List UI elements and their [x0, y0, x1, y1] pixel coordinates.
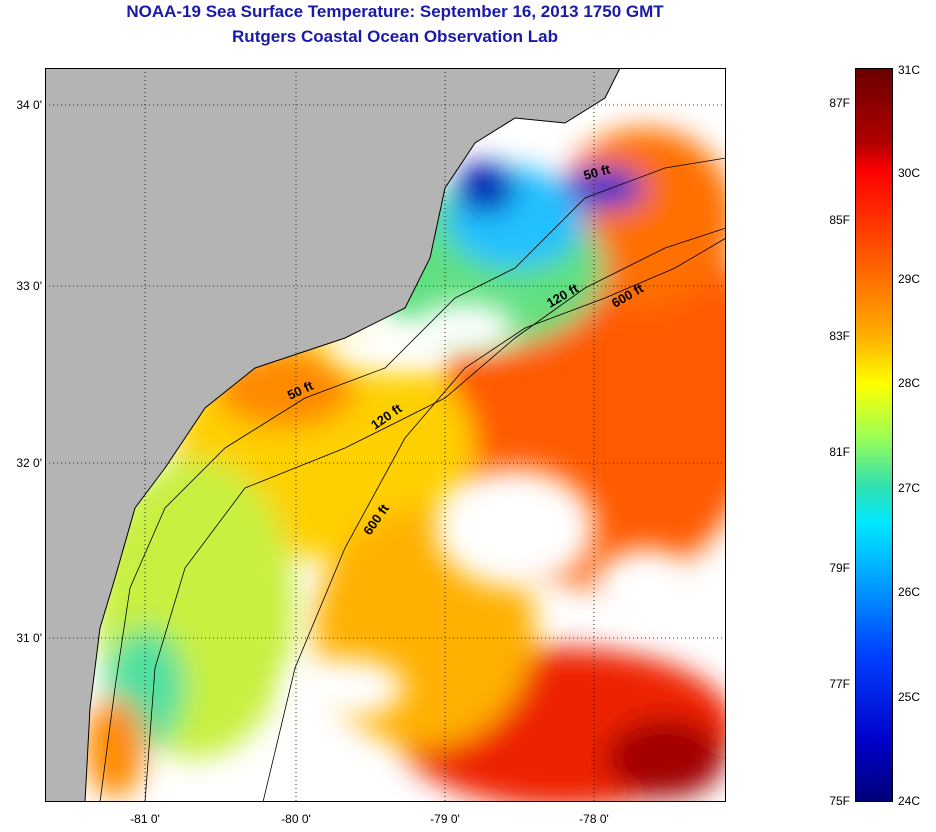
colorbar-c-label: 26C [898, 585, 921, 599]
lat-label: 31 0' [16, 631, 42, 645]
colorbar-f-label: 87F [829, 96, 850, 110]
colorbar [855, 68, 893, 802]
colorbar-c-label: 28C [898, 376, 921, 390]
lon-label: -80 0' [281, 812, 311, 826]
lat-label: 34 0' [16, 98, 42, 112]
map-title: NOAA-19 Sea Surface Temperature: Septemb… [126, 2, 664, 21]
lat-label: 32 0' [16, 456, 42, 470]
map-subtitle: Rutgers Coastal Ocean Observation Lab [232, 27, 558, 46]
colorbar-f-label: 75F [829, 794, 850, 808]
colorbar-f-label: 79F [829, 561, 850, 575]
lon-label: -78 0' [579, 812, 609, 826]
colorbar-f-label: 83F [829, 329, 850, 343]
colorbar-f-label: 77F [829, 677, 850, 691]
colorbar-f-label: 85F [829, 213, 850, 227]
lat-label: 33 0' [16, 279, 42, 293]
lon-label: -81 0' [130, 812, 160, 826]
colorbar-c-label: 24C [898, 794, 921, 808]
lon-label: -79 0' [430, 812, 460, 826]
cloud-mask [285, 303, 695, 718]
land [45, 68, 620, 802]
coastline [84, 68, 621, 802]
colorbar-c-label: 25C [898, 690, 921, 704]
colorbar-c-label: 29C [898, 272, 921, 286]
contour-120ft [144, 227, 726, 802]
colorbar-c-label: 31C [898, 63, 921, 77]
sst-map: 50 ft 50 ft 120 ft 120 ft 600 ft 600 ft [45, 68, 726, 802]
map-frame [45, 68, 726, 802]
contour-label: 50 ft [582, 161, 612, 183]
colorbar-c-label: 30C [898, 166, 921, 180]
contour-600ft [262, 237, 726, 802]
colorbar-f-label: 81F [829, 445, 850, 459]
contour-50ft [99, 157, 726, 802]
colorbar-c-label: 27C [898, 481, 921, 495]
graticule [45, 68, 726, 802]
